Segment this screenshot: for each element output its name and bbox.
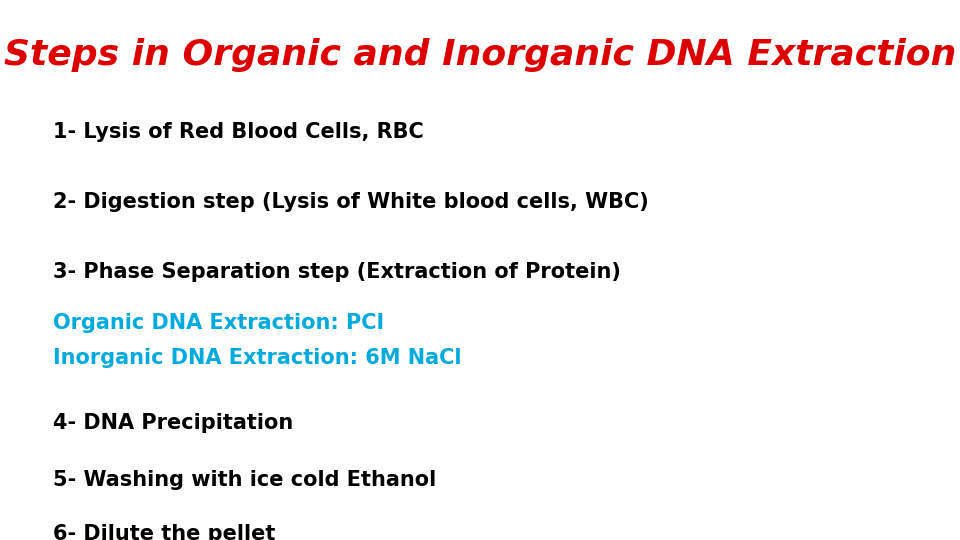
Text: Steps in Organic and Inorganic DNA Extraction: Steps in Organic and Inorganic DNA Extra… bbox=[4, 38, 956, 72]
Text: 4- DNA Precipitation: 4- DNA Precipitation bbox=[53, 413, 293, 433]
Text: 3- Phase Separation step (Extraction of Protein): 3- Phase Separation step (Extraction of … bbox=[53, 262, 621, 282]
Text: 6- Dilute the pellet: 6- Dilute the pellet bbox=[53, 524, 276, 540]
Text: Inorganic DNA Extraction: 6M NaCl: Inorganic DNA Extraction: 6M NaCl bbox=[53, 348, 462, 368]
Text: Organic DNA Extraction: PCI: Organic DNA Extraction: PCI bbox=[53, 313, 384, 333]
Text: 5- Washing with ice cold Ethanol: 5- Washing with ice cold Ethanol bbox=[53, 470, 436, 490]
Text: 1- Lysis of Red Blood Cells, RBC: 1- Lysis of Red Blood Cells, RBC bbox=[53, 122, 423, 141]
Text: 2- Digestion step (Lysis of White blood cells, WBC): 2- Digestion step (Lysis of White blood … bbox=[53, 192, 649, 212]
